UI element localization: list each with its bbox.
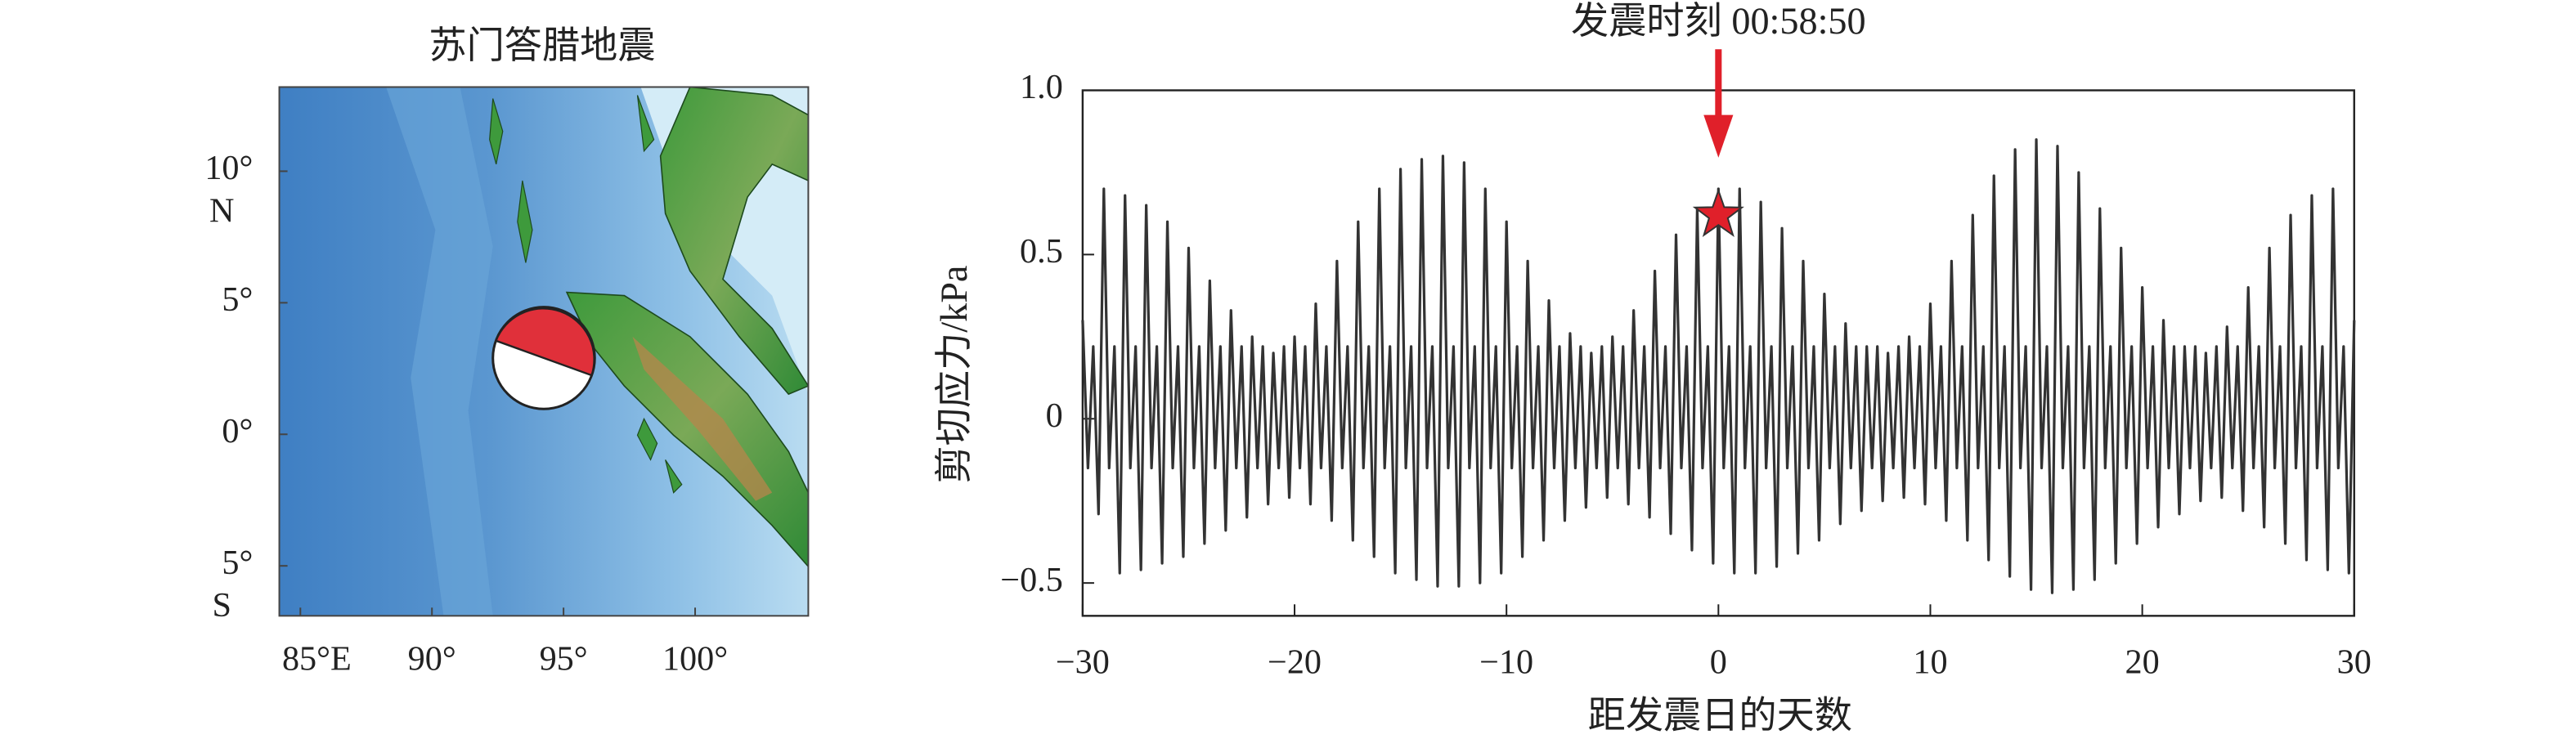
x-tick-label: −30 [1056,643,1110,681]
event-annotation: 发震时刻 00:58:50 [1571,0,1866,42]
y-tick-label: 10° [204,149,253,187]
event-arrow-head [1703,114,1734,158]
y-tick-label: 5° [222,544,253,582]
x-tick-label: 95° [540,639,588,678]
hemisphere-label: S [212,586,231,625]
sumatra [565,291,809,568]
map-frame [278,86,810,617]
x-tick-label: 85°E [282,639,352,678]
x-tick-label: −10 [1479,643,1533,681]
y-tick-label: 1.0 [1020,68,1063,106]
x-tick-label: 90° [408,639,456,678]
ridge [386,87,493,616]
map-title: 苏门答腊地震 [429,25,655,66]
y-tick-label: 0.5 [1020,232,1063,271]
hemisphere-label: N [209,191,234,230]
malay-peninsula [659,87,809,396]
highlands [632,336,773,501]
x-tick-label: 100° [662,639,728,678]
x-tick-label: 20 [2125,643,2160,681]
event-star [1692,187,1744,238]
y-tick-label: 5° [222,280,253,319]
line-panel: 距发震日的天数 剪切应力/kPa 1.0 0.5 0 −0.5 −30 −20 −10 0 10… [933,0,2372,737]
x-tick-label: 10 [1913,643,1947,681]
y-tick-label: −0.5 [1000,561,1063,599]
x-tick-label: −20 [1268,643,1322,681]
beachball-compression [494,307,595,377]
y-axis-title: 剪切应力/kPa [933,266,975,484]
x-axis-title: 距发震日的天数 [1588,695,1852,737]
y-tick-label: 0 [1046,396,1063,435]
focal-mechanism [491,306,596,410]
x-tick-label: 30 [2337,643,2372,681]
islands [489,95,683,494]
map-image [279,87,809,616]
map-panel: 苏门答腊地震 85°E 90° 95° 100° 10° N 5° 0° 5° S [204,25,810,678]
y-tick-label: 0° [222,412,253,450]
x-tick-label: 0 [1710,643,1727,681]
